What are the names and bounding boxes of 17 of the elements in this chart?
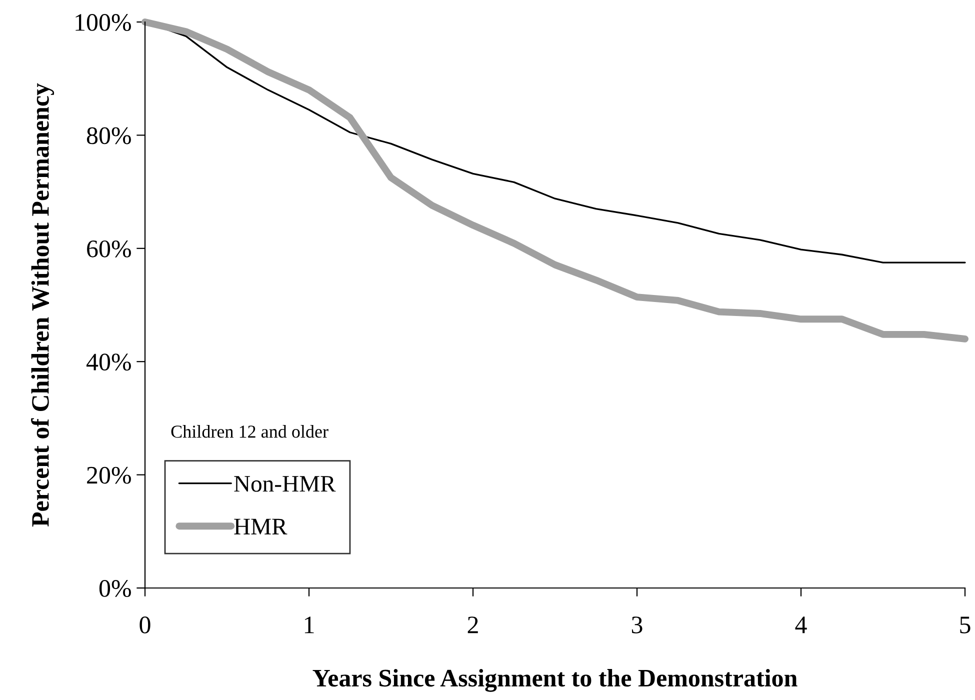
y-tick-label: 100% [76,14,131,31]
y-tick-label: 20% [87,466,131,484]
y-axis-title: Percent of Children Without Permanency [31,83,54,527]
legend-title: Children 12 and older [171,425,328,438]
y-tick-label: 60% [87,240,131,258]
x-tick-label: 5 [960,616,970,634]
legend-label: Non-HMR [234,476,336,492]
x-tick-label: 1 [304,616,314,634]
y-tick-label: 80% [86,127,131,144]
legend-label: HMR [234,518,288,534]
x-tick-label: 4 [795,616,807,634]
x-tick-label: 3 [632,616,642,634]
y-tick-label: 40% [86,354,131,371]
x-axis-title: Years Since Assignment to the Demonstration [312,669,798,692]
y-tick-label: 0% [99,580,131,597]
x-tick-label: 2 [468,616,478,634]
x-tick-label: 0 [140,616,150,634]
